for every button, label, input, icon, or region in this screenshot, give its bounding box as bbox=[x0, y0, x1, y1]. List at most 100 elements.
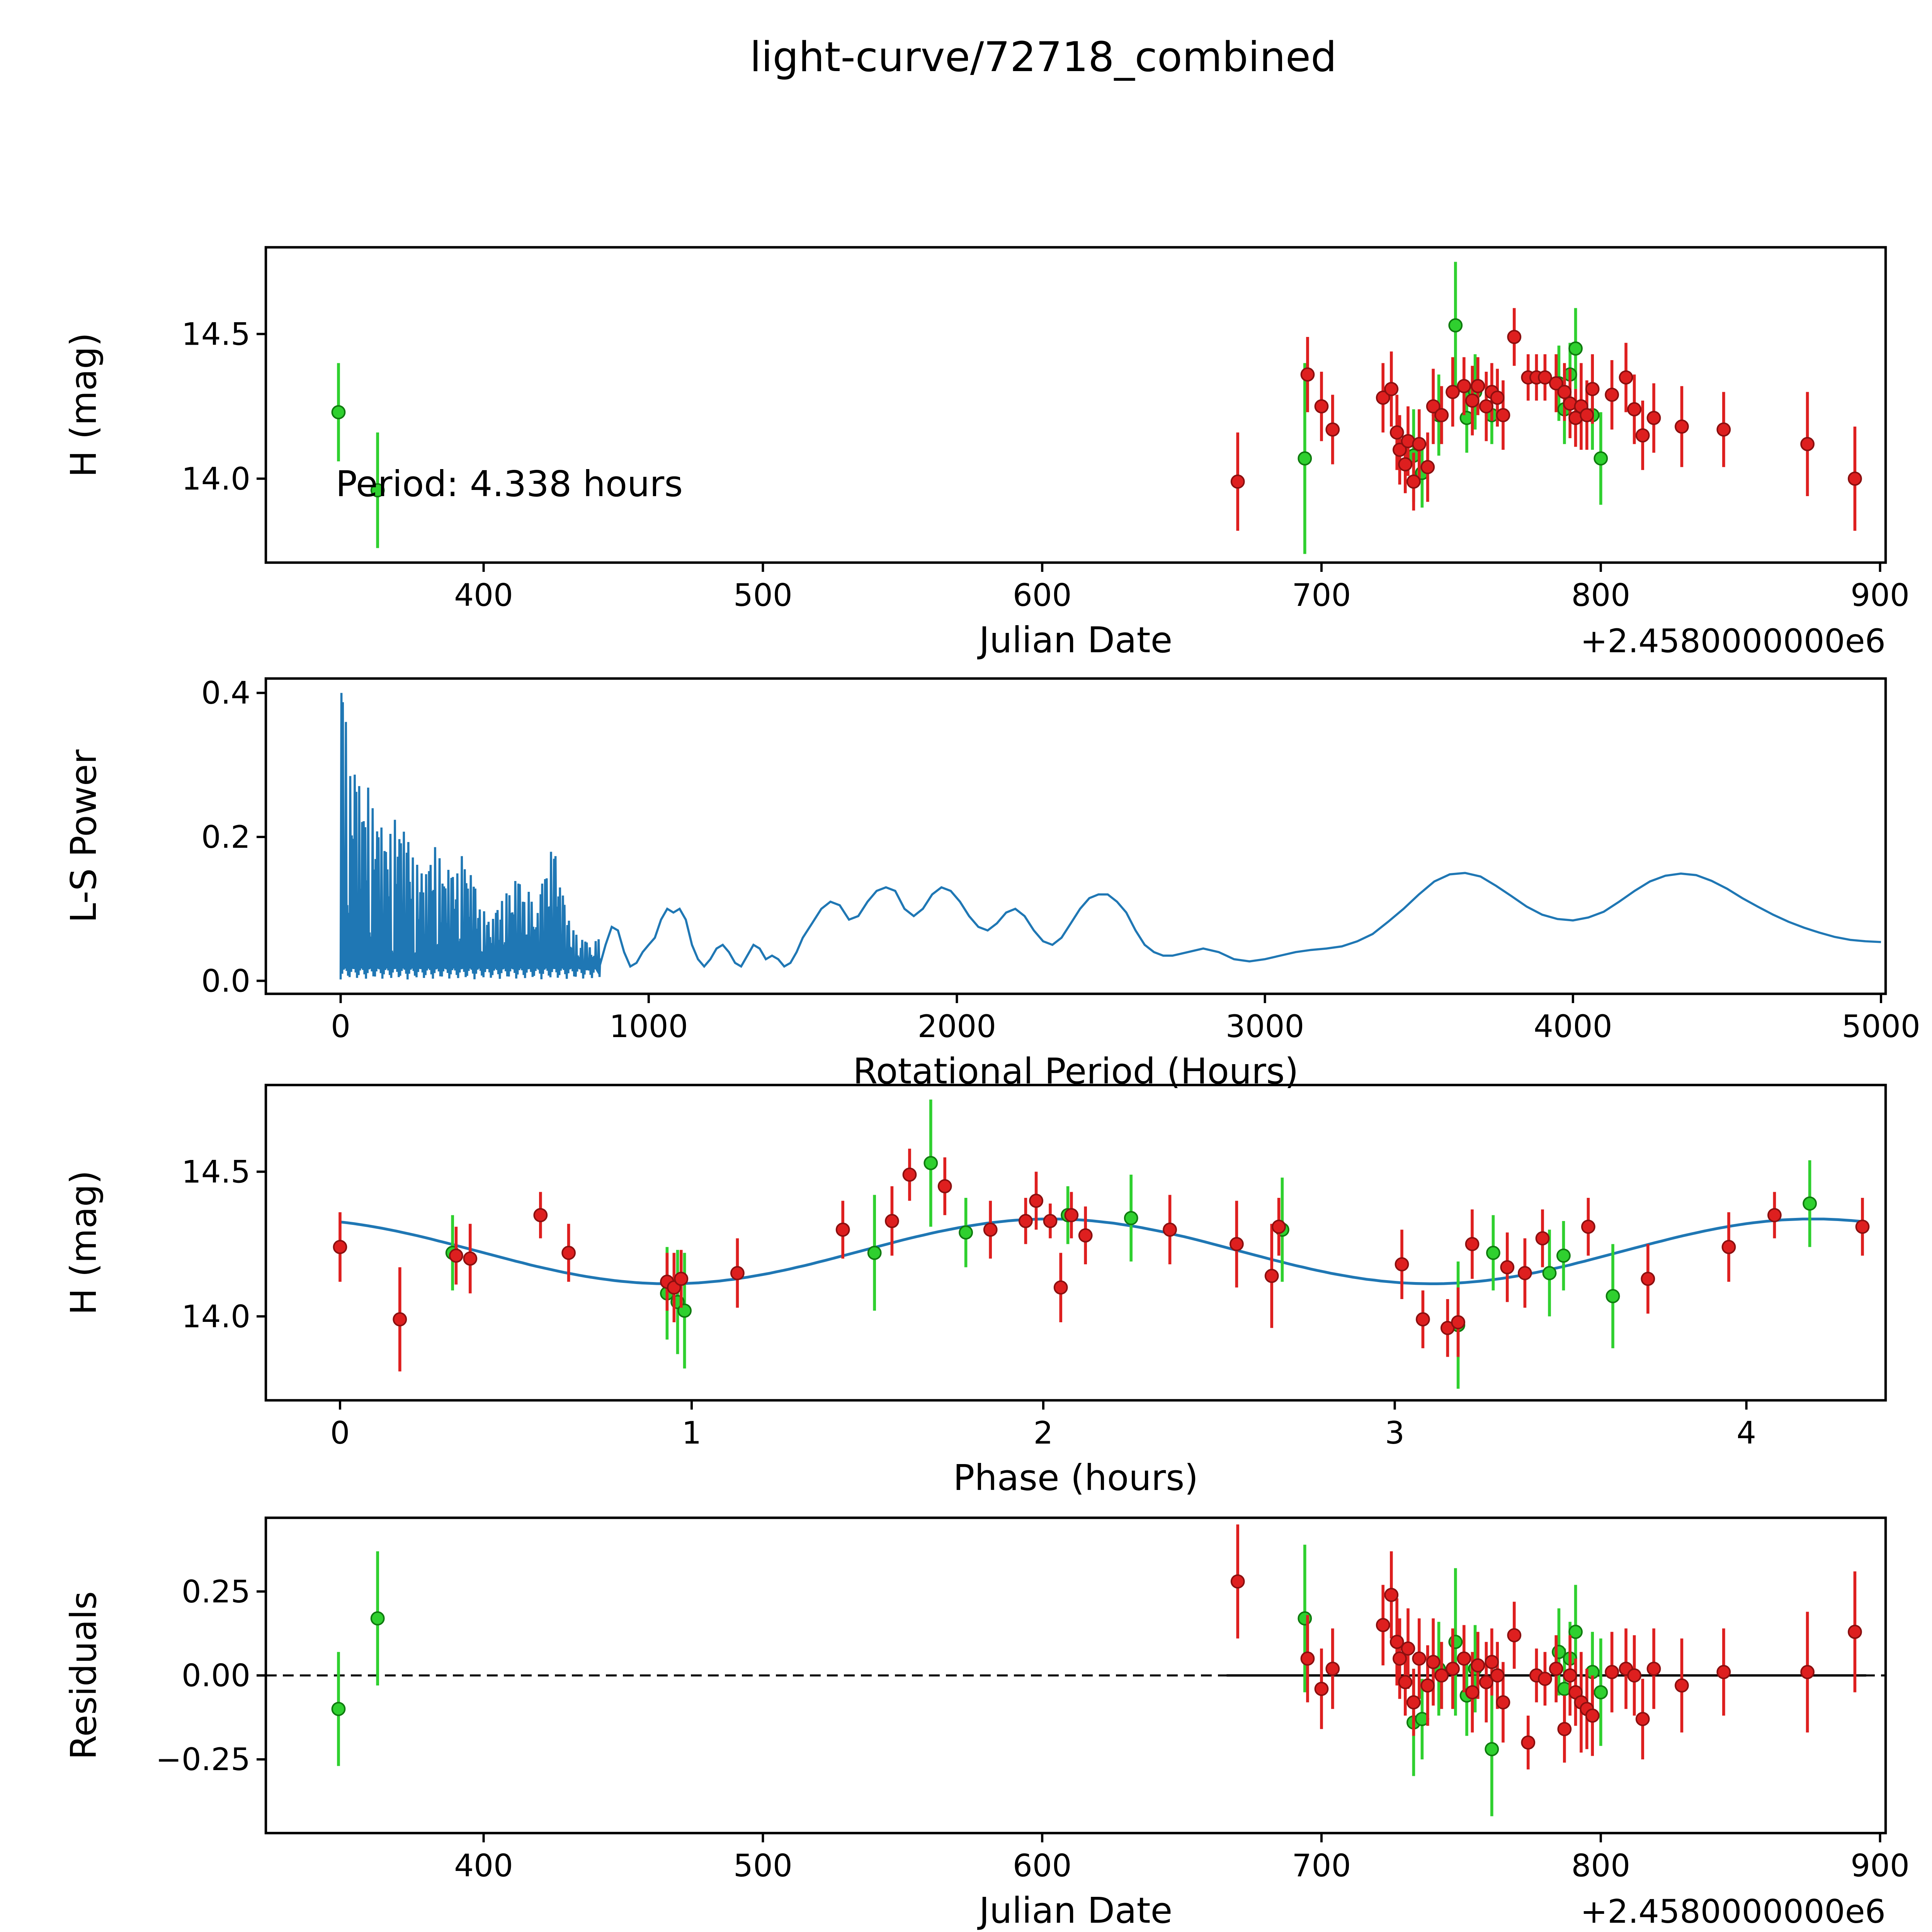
data-point-red bbox=[1675, 1678, 1689, 1693]
panel-phased-lightcurve: 0 1 2 3 4 14.0 14.5 Phase (hours) H (mag) bbox=[63, 1083, 1887, 1498]
data-point-red bbox=[1471, 1658, 1485, 1673]
data-point-red bbox=[1401, 1641, 1415, 1656]
data-point-green bbox=[867, 1246, 882, 1260]
data-point-red bbox=[1393, 442, 1407, 457]
data-point-red bbox=[1721, 1240, 1736, 1254]
data-point-red bbox=[1314, 399, 1329, 413]
data-point-red bbox=[1800, 1665, 1815, 1679]
data-point-red bbox=[1398, 457, 1413, 471]
y-tick-label: 14.0 bbox=[182, 1299, 250, 1335]
data-point-green bbox=[1485, 1742, 1499, 1757]
data-point-red bbox=[1376, 1618, 1390, 1633]
panel-residuals: 400 500 600 700 800 900 −0.25 0.00 0.25 Julian Da… bbox=[63, 1516, 1910, 1931]
data-point-red bbox=[1563, 1668, 1577, 1683]
data-point-red bbox=[1029, 1194, 1044, 1208]
y-tick-label: 0.4 bbox=[201, 675, 250, 711]
data-point-red bbox=[1646, 1662, 1661, 1676]
x-tick-label: 900 bbox=[1850, 1848, 1910, 1884]
data-point-red bbox=[1490, 390, 1505, 405]
x-offset-label: +2.4580000000e6 bbox=[1580, 1893, 1886, 1930]
data-point-red bbox=[1635, 1712, 1650, 1726]
y-tick-label: −0.25 bbox=[156, 1742, 250, 1777]
data-point-green bbox=[1556, 1248, 1571, 1263]
data-point-red bbox=[1163, 1223, 1177, 1237]
x-tick-label: 700 bbox=[1292, 577, 1351, 613]
x-tick-label: 3 bbox=[1385, 1415, 1405, 1451]
data-point-green bbox=[1542, 1266, 1557, 1281]
x-tick-label: 400 bbox=[454, 1848, 513, 1884]
data-point-red bbox=[1426, 1655, 1440, 1669]
data-point-red bbox=[1376, 390, 1390, 405]
data-point-red bbox=[1446, 385, 1460, 399]
data-point-green bbox=[331, 405, 346, 420]
data-point-red bbox=[1465, 1237, 1480, 1252]
data-point-red bbox=[1485, 1655, 1499, 1669]
data-point-red bbox=[983, 1223, 998, 1237]
data-point-red bbox=[1314, 1682, 1329, 1696]
data-point-red bbox=[1716, 422, 1731, 437]
data-point-green bbox=[1448, 318, 1463, 333]
y-tick-label: 14.5 bbox=[182, 316, 250, 352]
data-point-red bbox=[1518, 1266, 1532, 1281]
data-point-red bbox=[1384, 382, 1399, 396]
data-point-red bbox=[1848, 471, 1862, 486]
y-axis-label: H (mag) bbox=[63, 333, 104, 478]
data-point-green bbox=[331, 1702, 346, 1716]
data-point-red bbox=[835, 1223, 850, 1237]
x-tick-label: 700 bbox=[1292, 1848, 1351, 1884]
data-point-red bbox=[1585, 382, 1600, 396]
data-point-green bbox=[1298, 451, 1312, 466]
x-tick-label: 400 bbox=[454, 577, 513, 613]
y-axis-label: Residuals bbox=[63, 1591, 104, 1760]
data-point-red bbox=[1230, 474, 1245, 489]
data-point-green bbox=[959, 1225, 973, 1240]
data-point-red bbox=[1064, 1208, 1079, 1223]
data-point-red bbox=[1300, 1651, 1315, 1666]
data-point-red bbox=[463, 1251, 478, 1266]
data-point-red bbox=[1557, 385, 1572, 399]
data-point-red bbox=[1230, 1237, 1244, 1252]
x-tick-label: 4 bbox=[1736, 1415, 1756, 1451]
y-tick-label: 0.2 bbox=[201, 819, 250, 855]
data-point-red bbox=[674, 1272, 689, 1286]
data-point-red bbox=[1479, 399, 1493, 413]
data-point-green bbox=[1594, 1685, 1608, 1700]
data-point-red bbox=[1019, 1214, 1033, 1228]
data-point-red bbox=[1272, 1219, 1286, 1234]
periodogram-line bbox=[339, 693, 1881, 980]
x-tick-label: 600 bbox=[1013, 577, 1072, 613]
data-point-red bbox=[1398, 1675, 1413, 1689]
data-point-red bbox=[1646, 411, 1661, 425]
data-point-red bbox=[1521, 1735, 1536, 1750]
x-tick-label: 4000 bbox=[1534, 1009, 1612, 1044]
data-point-red bbox=[1675, 419, 1689, 434]
panel-periodogram: 0 1000 2000 3000 4000 50000.00.20.4Rotational… bbox=[63, 675, 1920, 1092]
y-tick-label: 0.00 bbox=[182, 1658, 250, 1694]
data-point-red bbox=[1420, 460, 1435, 474]
data-point-green bbox=[1124, 1211, 1138, 1225]
data-point-red bbox=[1605, 1665, 1619, 1679]
x-tick-label: 600 bbox=[1013, 1848, 1072, 1884]
data-point-red bbox=[1585, 1708, 1600, 1723]
y-axis-label: L-S Power bbox=[63, 750, 104, 923]
y-tick-label: 14.5 bbox=[182, 1154, 250, 1190]
data-point-green bbox=[1568, 1624, 1583, 1639]
data-point-red bbox=[1434, 1668, 1449, 1683]
data-point-red bbox=[533, 1208, 548, 1223]
x-tick-label: 0 bbox=[330, 1415, 350, 1451]
data-point-red bbox=[1465, 1685, 1480, 1700]
y-tick-label: 14.0 bbox=[182, 461, 250, 497]
data-point-red bbox=[1043, 1214, 1058, 1228]
data-point-green bbox=[1605, 1289, 1620, 1303]
figure-title: light-curve/72718_combined bbox=[750, 33, 1337, 81]
data-point-red bbox=[1053, 1280, 1068, 1295]
data-point-green bbox=[1594, 451, 1608, 466]
x-tick-label: 0 bbox=[331, 1009, 350, 1044]
x-tick-label: 2 bbox=[1034, 1415, 1053, 1451]
axes-frame bbox=[264, 246, 1887, 564]
data-point-red bbox=[393, 1312, 407, 1327]
data-point-green bbox=[1448, 1634, 1463, 1649]
data-point-red bbox=[1855, 1219, 1870, 1234]
